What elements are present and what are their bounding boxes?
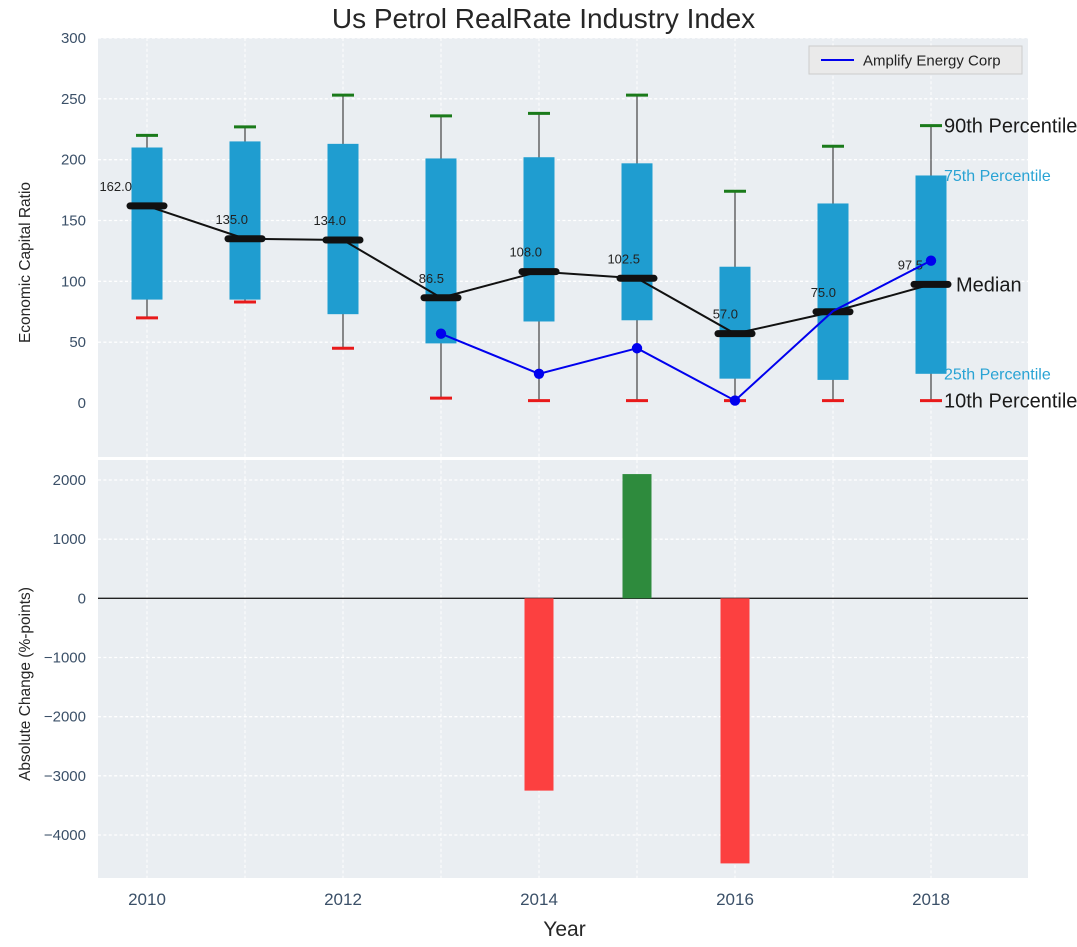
svg-text:1000: 1000	[53, 531, 86, 548]
svg-text:Year: Year	[543, 918, 585, 941]
svg-text:Absolute Change (%-points): Absolute Change (%-points)	[17, 587, 34, 781]
svg-text:75.0: 75.0	[811, 285, 836, 300]
svg-text:Median: Median	[956, 274, 1022, 296]
svg-text:135.0: 135.0	[215, 212, 248, 227]
svg-text:86.5: 86.5	[419, 271, 444, 286]
svg-text:75th Percentile: 75th Percentile	[944, 168, 1051, 185]
svg-text:25th Percentile: 25th Percentile	[944, 366, 1051, 383]
svg-text:100: 100	[61, 273, 86, 290]
svg-text:57.0: 57.0	[713, 307, 738, 322]
svg-text:Amplify Energy Corp: Amplify Energy Corp	[863, 53, 1001, 70]
svg-text:150: 150	[61, 213, 86, 230]
svg-text:162.0: 162.0	[99, 179, 132, 194]
svg-text:−4000: −4000	[44, 827, 86, 844]
svg-text:200: 200	[61, 152, 86, 169]
svg-text:50: 50	[69, 334, 86, 351]
svg-text:108.0: 108.0	[509, 245, 542, 260]
svg-text:10th Percentile: 10th Percentile	[944, 391, 1077, 413]
svg-text:102.5: 102.5	[607, 251, 640, 266]
svg-text:134.0: 134.0	[313, 213, 346, 228]
svg-text:0: 0	[78, 590, 86, 607]
svg-text:300: 300	[61, 30, 86, 47]
svg-text:2018: 2018	[912, 890, 950, 909]
svg-text:Economic Capital Ratio: Economic Capital Ratio	[17, 182, 34, 343]
svg-text:97.5: 97.5	[898, 257, 923, 272]
svg-text:2010: 2010	[128, 890, 166, 909]
svg-text:−3000: −3000	[44, 768, 86, 785]
svg-text:Us Petrol RealRate Industry In: Us Petrol RealRate Industry Index	[332, 3, 755, 34]
svg-text:2012: 2012	[324, 890, 362, 909]
svg-text:0: 0	[78, 395, 86, 412]
svg-text:90th Percentile: 90th Percentile	[944, 116, 1077, 138]
svg-text:2000: 2000	[53, 472, 86, 489]
svg-text:−2000: −2000	[44, 709, 86, 726]
svg-text:2016: 2016	[716, 890, 754, 909]
svg-text:2014: 2014	[520, 890, 558, 909]
svg-text:250: 250	[61, 91, 86, 108]
svg-text:−1000: −1000	[44, 650, 86, 667]
